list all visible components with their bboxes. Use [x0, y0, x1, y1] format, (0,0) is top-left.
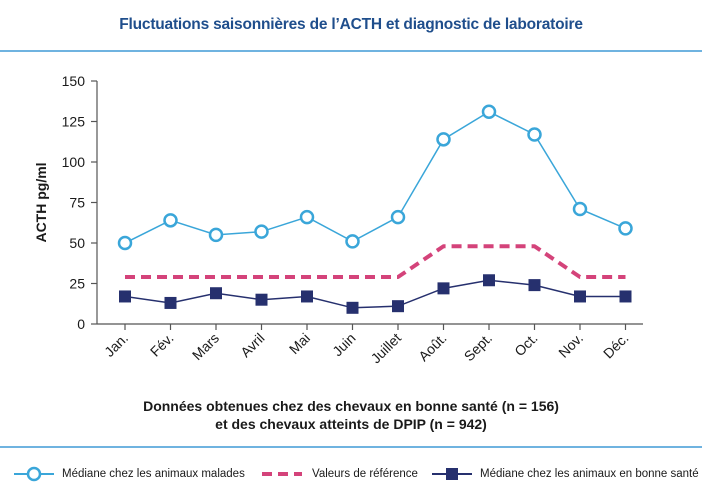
legend-label-sante: Médiane chez les animaux en bonne santé [480, 468, 699, 480]
series-malades-point [117, 235, 133, 251]
x-tick-label: Oct. [511, 330, 540, 359]
chart-caption-line-1: Données obtenues chez des chevaux en bon… [143, 398, 559, 414]
acth-line-chart: 0 25 50 75 100 125 150 ACTH pg/ml Jan. Fév. Mars Av… [33, 73, 643, 367]
series-malades-point [572, 201, 588, 217]
legend-item-malades: Médiane chez les animaux malades [14, 466, 245, 482]
series-sante-point [346, 301, 359, 314]
x-tick-label: Août. [415, 330, 449, 364]
y-tick-label: 150 [62, 73, 86, 89]
series-malades-point [345, 234, 360, 249]
series-malades-point [299, 209, 315, 225]
series-sante-point [619, 290, 632, 303]
legend-dashed-line-icon [262, 472, 302, 476]
series-sante-point [119, 290, 131, 303]
legend-square-marker-icon [432, 468, 472, 480]
legend-divider [0, 446, 702, 448]
series-sante-point [483, 274, 495, 287]
x-tick-label: Déc. [600, 330, 632, 362]
series-sante-point [392, 300, 404, 313]
x-tick-label: Nov. [555, 330, 586, 361]
x-tick-label: Juin [329, 330, 358, 359]
series-sante-point [437, 282, 450, 295]
legend-label-malades: Médiane chez les animaux malades [62, 468, 245, 480]
series-sante-point [210, 287, 222, 300]
series-malades-point [390, 209, 406, 225]
series-malades-point [527, 127, 542, 142]
chart-legend: Médiane chez les animaux malades Valeurs… [0, 448, 702, 497]
legend-circle-marker-icon [14, 466, 54, 482]
y-axis-title: ACTH pg/ml [33, 162, 49, 242]
series-malades-line [124, 110, 626, 244]
legend-item-reference: Valeurs de référence [260, 466, 418, 482]
series-malades-point [208, 227, 224, 243]
series-sante-point [255, 293, 268, 306]
x-tick-label: Fév. [147, 330, 177, 360]
legend-item-sante: Médiane chez les animaux en bonne santé [432, 466, 699, 482]
chart-caption-line-2: et des chevaux atteints de DPIP (n = 942… [215, 416, 487, 432]
chart-title: Fluctuations saisonnières de l’ACTH et d… [119, 16, 583, 33]
series-reference-line [125, 244, 626, 280]
series-sante-line [124, 279, 626, 309]
y-tick-label: 50 [69, 235, 85, 251]
x-tick-label: Juillet [367, 330, 404, 367]
x-tick-label: Mai [286, 330, 313, 357]
x-tick-label: Jan. [101, 330, 131, 360]
x-tick-label: Avril [237, 330, 267, 360]
y-tick-label: 100 [62, 154, 86, 170]
x-tick-label: Sept. [461, 330, 495, 364]
y-tick-label: 75 [69, 195, 85, 211]
series-sante-point [164, 296, 177, 309]
series-sante-point [574, 290, 586, 303]
series-malades-point [481, 104, 497, 120]
y-tick-label: 25 [69, 276, 85, 292]
chart-header: Fluctuations saisonnières de l’ACTH et d… [0, 0, 702, 50]
y-tick-label: 125 [62, 114, 86, 130]
legend-label-reference: Valeurs de référence [312, 468, 418, 480]
series-malades-point [436, 132, 451, 147]
header-divider [0, 50, 702, 52]
series-malades-point [163, 213, 178, 228]
series-malades-point [254, 224, 269, 239]
y-tick-label: 0 [77, 316, 85, 332]
series-sante-point [301, 290, 313, 303]
x-tick-label: Mars [189, 330, 222, 363]
series-sante-point [528, 279, 541, 292]
series-malades-point [618, 221, 633, 236]
